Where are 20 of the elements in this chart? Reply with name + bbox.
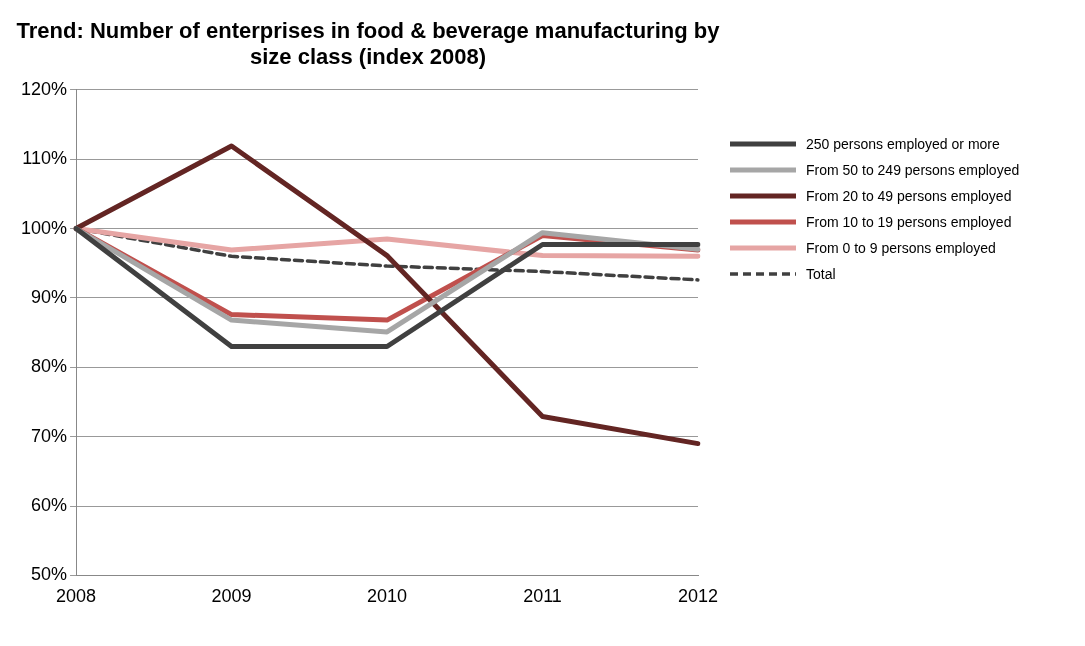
y-tick-label: 80% <box>31 356 68 377</box>
legend-label: Total <box>806 266 836 282</box>
legend-label: From 20 to 49 persons employed <box>806 188 1012 204</box>
y-tick-label: 90% <box>31 286 68 307</box>
legend-label: From 0 to 9 persons employed <box>806 240 996 256</box>
x-tick-label: 2009 <box>211 586 252 607</box>
legend-label: From 50 to 249 persons employed <box>806 162 1020 178</box>
y-tick-label: 60% <box>31 495 68 515</box>
chart-title: Trend: Number of enterprises in food & beverage manufacturing by size class (index 2008) <box>15 17 721 71</box>
x-tick-label: 2012 <box>677 586 719 607</box>
legend-label: From 10 to 19 persons employed <box>806 214 1012 230</box>
y-tick-label: 70% <box>31 425 68 446</box>
legend-label: 250 persons employed or more <box>806 136 1000 152</box>
x-tick-label: 2008 <box>56 586 97 607</box>
y-tick-label: 50% <box>31 564 68 585</box>
x-tick-label: 2011 <box>523 586 562 607</box>
y-tick-label: 120% <box>20 78 68 99</box>
y-tick-label: 110% <box>22 148 68 169</box>
x-tick-label: 2010 <box>367 586 408 607</box>
y-tick-label: 100% <box>20 217 68 238</box>
